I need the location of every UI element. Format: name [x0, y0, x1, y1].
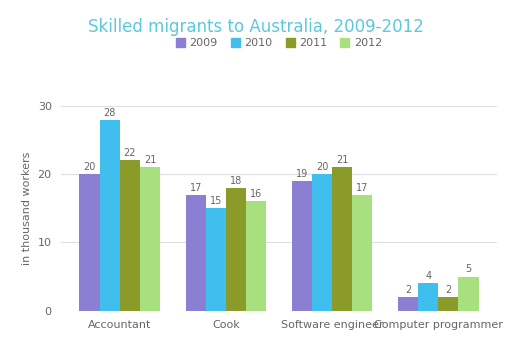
- Text: 18: 18: [230, 176, 242, 186]
- Bar: [79, 174, 100, 311]
- Text: 28: 28: [103, 108, 116, 118]
- Text: 17: 17: [189, 183, 202, 193]
- Text: 16: 16: [250, 190, 262, 199]
- Text: 2: 2: [405, 285, 411, 295]
- Text: 22: 22: [124, 149, 136, 158]
- Text: 2: 2: [445, 285, 452, 295]
- Bar: [100, 120, 120, 311]
- Legend: 2009, 2010, 2011, 2012: 2009, 2010, 2011, 2012: [172, 34, 387, 53]
- Text: 4: 4: [425, 271, 431, 281]
- Bar: [120, 161, 140, 311]
- Bar: [226, 188, 246, 311]
- Bar: [458, 276, 479, 311]
- Text: 21: 21: [336, 155, 348, 165]
- Bar: [418, 283, 438, 311]
- Text: 15: 15: [210, 196, 222, 206]
- Bar: [292, 181, 312, 311]
- Text: 20: 20: [316, 162, 328, 172]
- Bar: [140, 167, 160, 311]
- Bar: [312, 174, 332, 311]
- Text: 21: 21: [144, 155, 156, 165]
- Text: 17: 17: [356, 183, 369, 193]
- Text: 19: 19: [296, 169, 308, 179]
- Text: 20: 20: [83, 162, 96, 172]
- Bar: [352, 195, 372, 311]
- Text: 5: 5: [465, 264, 472, 275]
- Bar: [398, 297, 418, 311]
- Bar: [332, 167, 352, 311]
- Y-axis label: in thousand workers: in thousand workers: [22, 151, 32, 265]
- Bar: [186, 195, 206, 311]
- Text: Skilled migrants to Australia, 2009-2012: Skilled migrants to Australia, 2009-2012: [88, 18, 424, 36]
- Bar: [438, 297, 458, 311]
- Bar: [246, 202, 266, 311]
- Bar: [206, 208, 226, 311]
